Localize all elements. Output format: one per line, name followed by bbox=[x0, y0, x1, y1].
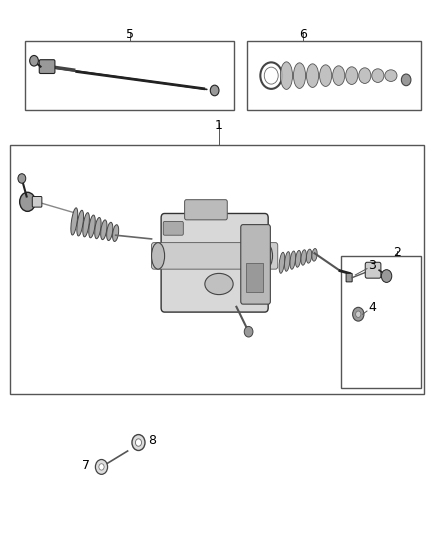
Ellipse shape bbox=[332, 66, 345, 85]
Ellipse shape bbox=[301, 250, 306, 265]
Ellipse shape bbox=[83, 213, 89, 237]
Text: 7: 7 bbox=[82, 459, 90, 472]
FancyBboxPatch shape bbox=[241, 224, 270, 304]
Ellipse shape bbox=[307, 64, 319, 87]
FancyBboxPatch shape bbox=[185, 200, 227, 220]
FancyBboxPatch shape bbox=[39, 60, 55, 74]
Bar bbox=[246, 263, 263, 292]
Ellipse shape bbox=[152, 243, 165, 269]
Ellipse shape bbox=[312, 248, 317, 261]
Ellipse shape bbox=[285, 252, 290, 271]
FancyBboxPatch shape bbox=[32, 197, 42, 207]
Circle shape bbox=[244, 326, 253, 337]
Text: 5: 5 bbox=[126, 28, 134, 41]
Circle shape bbox=[95, 459, 108, 474]
Ellipse shape bbox=[280, 62, 293, 90]
Circle shape bbox=[381, 270, 392, 282]
Bar bbox=[341, 256, 421, 389]
Ellipse shape bbox=[261, 244, 272, 268]
Text: 1: 1 bbox=[215, 119, 223, 132]
Ellipse shape bbox=[359, 68, 371, 84]
Circle shape bbox=[135, 439, 141, 446]
Ellipse shape bbox=[320, 65, 332, 86]
Circle shape bbox=[99, 464, 104, 470]
Ellipse shape bbox=[279, 252, 285, 273]
Text: 2: 2 bbox=[393, 246, 401, 260]
Bar bbox=[10, 144, 424, 394]
Ellipse shape bbox=[293, 63, 306, 88]
Circle shape bbox=[353, 308, 364, 321]
Ellipse shape bbox=[290, 251, 296, 269]
FancyBboxPatch shape bbox=[161, 214, 268, 312]
Ellipse shape bbox=[205, 273, 233, 295]
Ellipse shape bbox=[372, 69, 384, 83]
FancyBboxPatch shape bbox=[365, 262, 381, 278]
Circle shape bbox=[401, 74, 411, 86]
Bar bbox=[25, 41, 234, 110]
FancyBboxPatch shape bbox=[346, 273, 352, 282]
Ellipse shape bbox=[71, 208, 78, 235]
Ellipse shape bbox=[307, 249, 312, 263]
Bar bbox=[247, 41, 421, 110]
Circle shape bbox=[20, 192, 35, 212]
Circle shape bbox=[30, 55, 39, 66]
Circle shape bbox=[356, 311, 361, 317]
FancyBboxPatch shape bbox=[152, 243, 278, 269]
Ellipse shape bbox=[95, 217, 101, 239]
Circle shape bbox=[210, 85, 219, 96]
Circle shape bbox=[260, 62, 282, 89]
Text: 4: 4 bbox=[368, 301, 376, 314]
Circle shape bbox=[264, 67, 278, 84]
Ellipse shape bbox=[385, 70, 397, 82]
FancyBboxPatch shape bbox=[163, 221, 184, 235]
Ellipse shape bbox=[101, 220, 107, 240]
Ellipse shape bbox=[106, 222, 113, 240]
Ellipse shape bbox=[89, 215, 95, 238]
Text: 8: 8 bbox=[148, 434, 156, 447]
Circle shape bbox=[18, 174, 26, 183]
Ellipse shape bbox=[113, 225, 119, 241]
Text: 3: 3 bbox=[368, 259, 376, 272]
Ellipse shape bbox=[77, 210, 84, 236]
Circle shape bbox=[132, 434, 145, 450]
Ellipse shape bbox=[346, 67, 358, 84]
Text: 6: 6 bbox=[299, 28, 307, 41]
Ellipse shape bbox=[296, 251, 301, 267]
